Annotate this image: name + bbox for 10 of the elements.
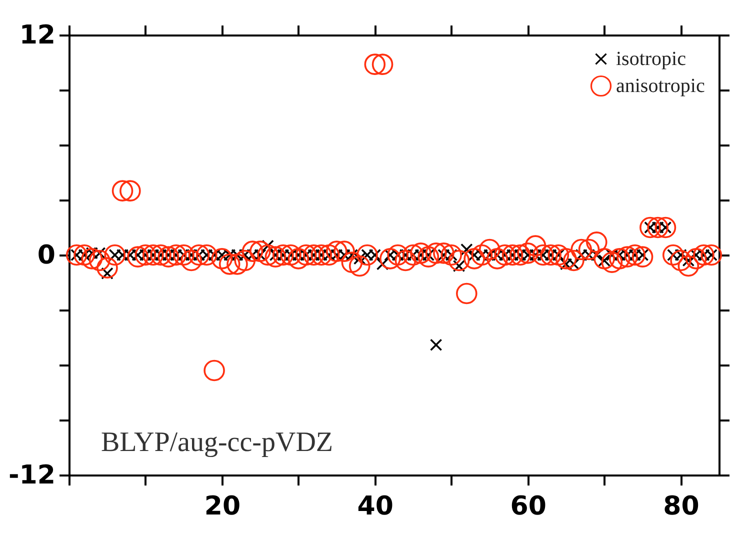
x-tick-label: 40 xyxy=(357,492,394,522)
y-tick-label: 0 xyxy=(37,240,56,270)
x-tick-label: 80 xyxy=(663,492,700,522)
annotation: BLYP/aug-cc-pVDZ xyxy=(101,427,334,458)
legend-label: anisotropic xyxy=(616,75,705,97)
x-tick-label: 20 xyxy=(204,492,241,522)
y-tick-label: 12 xyxy=(19,20,56,50)
y-tick-label: -12 xyxy=(8,460,56,490)
x-tick-label: 60 xyxy=(510,492,546,522)
legend-label: isotropic xyxy=(616,48,686,70)
